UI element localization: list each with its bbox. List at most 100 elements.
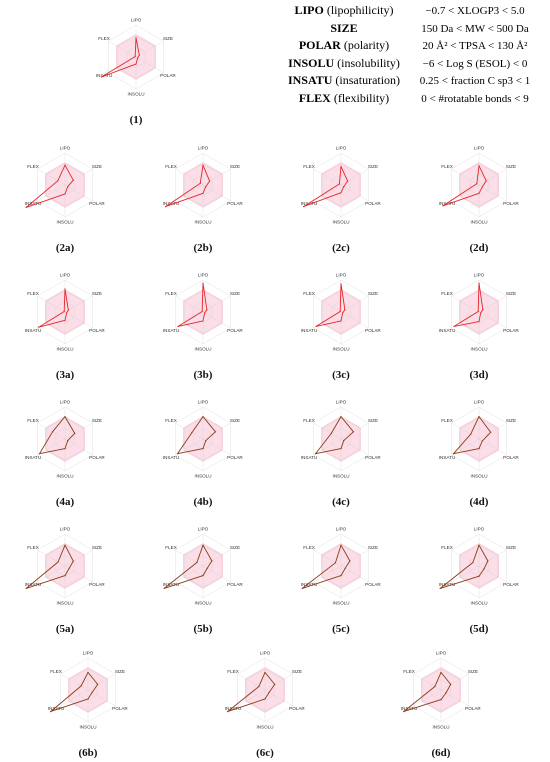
axis-label: SIZE xyxy=(506,164,516,169)
grid-spoke xyxy=(37,295,66,313)
grid-ring xyxy=(451,533,507,599)
data-point xyxy=(340,192,342,194)
axis-label: POLAR xyxy=(365,455,381,460)
data-point xyxy=(440,699,442,701)
data-point xyxy=(177,325,179,327)
grid-spoke xyxy=(340,168,369,186)
data-point xyxy=(268,691,270,693)
grid-spoke xyxy=(340,295,369,313)
axis-label: INSATU xyxy=(163,455,180,460)
data-point xyxy=(339,310,341,313)
data-point xyxy=(135,63,137,65)
data-point xyxy=(137,57,139,59)
axis-label: POLAR xyxy=(503,201,519,206)
data-point xyxy=(202,416,204,418)
grid-spoke xyxy=(64,422,93,440)
data-point xyxy=(450,683,452,685)
data-point xyxy=(87,671,89,673)
axis-label: POLAR xyxy=(112,706,128,711)
radar-svg: LIPO SIZE POLAR INSOLU INSATU FLEX (6b) xyxy=(48,651,129,759)
axis-label: FLEX xyxy=(27,418,39,423)
grid-spoke xyxy=(175,422,204,440)
data-point xyxy=(64,288,66,290)
axis-label: POLAR xyxy=(289,706,305,711)
grid-spoke xyxy=(313,295,342,313)
radar-svg: LIPO SIZE POLAR INSOLU INSATU FLEX (3d) xyxy=(439,273,520,381)
chart-caption: (4d) xyxy=(470,496,489,508)
data-point xyxy=(434,685,436,688)
axis-label: INSOLU xyxy=(56,474,73,479)
data-point xyxy=(67,309,69,311)
chart-caption: (5d) xyxy=(470,623,489,635)
data-point xyxy=(206,309,208,311)
axis-label: FLEX xyxy=(303,545,315,550)
axis-label: INSOLU xyxy=(194,474,211,479)
grid-spoke xyxy=(175,184,204,202)
data-point xyxy=(64,193,66,195)
axis-label: SIZE xyxy=(92,164,102,169)
grid-spoke xyxy=(202,549,231,567)
data-point xyxy=(25,587,27,589)
axis-label: INSOLU xyxy=(194,347,211,352)
grid-spoke xyxy=(37,184,66,202)
chart-caption: (5c) xyxy=(332,623,350,635)
axis-label: POLAR xyxy=(503,455,519,460)
grid-ring xyxy=(313,533,369,599)
grid-spoke xyxy=(340,311,369,329)
data-point xyxy=(482,309,484,311)
axis-label: FLEX xyxy=(441,418,453,423)
axis-label: SIZE xyxy=(163,36,173,41)
grid-ring xyxy=(37,533,93,599)
data-point xyxy=(202,320,204,322)
chart-caption: (1) xyxy=(130,114,143,126)
data-point xyxy=(453,325,455,327)
grid-spoke xyxy=(175,295,204,313)
grid-spoke xyxy=(108,40,137,58)
axis-label: LIPO xyxy=(131,18,142,23)
axis-label: POLAR xyxy=(89,328,105,333)
data-point xyxy=(347,180,349,182)
axis-label: INSATU xyxy=(225,706,242,711)
grid-spoke xyxy=(135,40,164,58)
axis-label: INSOLU xyxy=(194,601,211,606)
data-point xyxy=(477,310,479,313)
grid-spoke xyxy=(413,673,442,691)
axis-label: INSOLU xyxy=(470,474,487,479)
grid-spoke xyxy=(64,168,93,186)
data-point xyxy=(191,432,193,434)
axis-label: INSATU xyxy=(25,328,42,333)
chart-caption: (6c) xyxy=(256,747,274,759)
data-point xyxy=(57,561,59,563)
data-point xyxy=(264,671,266,673)
data-point xyxy=(68,567,70,569)
data-point xyxy=(67,186,69,188)
axis-label: FLEX xyxy=(98,36,110,41)
radar-svg: LIPO SIZE POLAR INSOLU INSATU FLEX (6d) xyxy=(401,651,482,759)
data-point xyxy=(342,312,344,314)
radar-svg: LIPO SIZE POLAR INSOLU INSATU FLEX (2a) xyxy=(25,146,106,254)
radar-chart: LIPO SIZE POLAR INSOLU INSATU FLEX (4b) xyxy=(143,383,263,511)
axis-label: LIPO xyxy=(60,273,71,278)
data-point xyxy=(201,310,203,313)
axis-label: SIZE xyxy=(92,418,102,423)
chart-caption: (4a) xyxy=(56,496,75,508)
data-point xyxy=(490,431,492,433)
data-point xyxy=(330,432,332,434)
data-point xyxy=(481,440,483,442)
grid-spoke xyxy=(478,549,507,567)
axis-label: INSOLU xyxy=(79,725,96,730)
data-point xyxy=(72,179,74,181)
data-point xyxy=(301,587,303,589)
legend-row: SIZE 150 Da < MW < 500 Da xyxy=(330,20,529,35)
radar-chart: LIPO SIZE POLAR INSOLU INSATU FLEX (5c) xyxy=(281,510,401,638)
data-point xyxy=(343,440,345,442)
axis-label: SIZE xyxy=(368,291,378,296)
axis-label: FLEX xyxy=(303,291,315,296)
data-point xyxy=(334,562,337,564)
data-point xyxy=(205,440,207,442)
data-point xyxy=(470,433,472,435)
data-point xyxy=(80,685,82,687)
axis-label: LIPO xyxy=(60,527,71,532)
radar-svg: LIPO SIZE POLAR INSOLU INSATU FLEX (3b) xyxy=(163,273,244,381)
